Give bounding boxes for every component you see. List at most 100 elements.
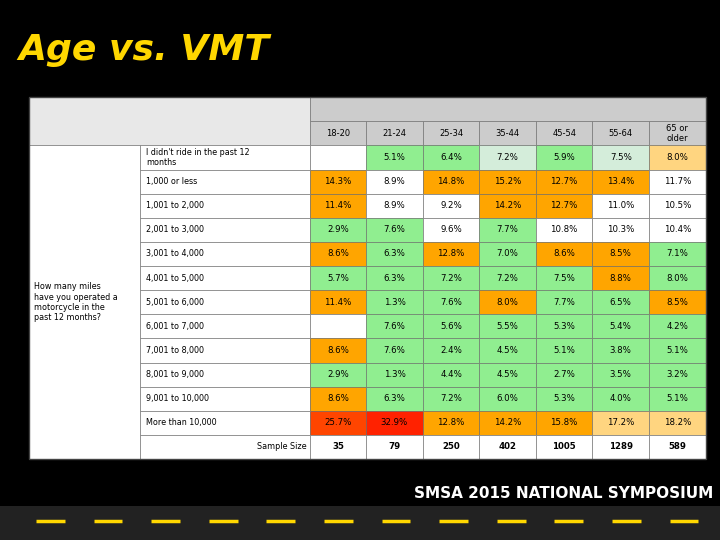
Text: 6.3%: 6.3% xyxy=(384,394,405,403)
Text: How many miles
have you operated a
motorcycle in the
past 12 months?: How many miles have you operated a motor… xyxy=(35,282,118,322)
Bar xyxy=(310,411,366,435)
Bar xyxy=(310,242,366,266)
Text: 250: 250 xyxy=(442,442,460,451)
Text: 11.4%: 11.4% xyxy=(324,298,351,307)
Bar xyxy=(310,387,366,411)
Text: 14.2%: 14.2% xyxy=(494,418,521,427)
Text: 8.0%: 8.0% xyxy=(667,153,688,162)
Bar xyxy=(423,387,480,411)
Bar xyxy=(480,339,536,362)
Text: 17.2%: 17.2% xyxy=(607,418,634,427)
Text: 7.0%: 7.0% xyxy=(497,249,518,259)
Bar xyxy=(536,362,593,387)
Bar xyxy=(480,194,536,218)
Bar xyxy=(140,194,310,218)
Bar xyxy=(310,122,366,145)
Bar xyxy=(310,194,366,218)
Text: 4,001 to 5,000: 4,001 to 5,000 xyxy=(146,274,204,282)
Text: 4.4%: 4.4% xyxy=(440,370,462,379)
Text: 5.6%: 5.6% xyxy=(440,322,462,331)
Text: 12.7%: 12.7% xyxy=(551,201,578,210)
Text: 11.0%: 11.0% xyxy=(607,201,634,210)
Bar xyxy=(536,435,593,459)
Bar xyxy=(536,266,593,290)
Text: 9.2%: 9.2% xyxy=(440,201,462,210)
Bar xyxy=(310,290,366,314)
Bar xyxy=(140,411,310,435)
Text: 3,001 to 4,000: 3,001 to 4,000 xyxy=(146,249,204,259)
Text: 2,001 to 3,000: 2,001 to 3,000 xyxy=(146,225,204,234)
Bar xyxy=(366,145,423,170)
Text: 1.3%: 1.3% xyxy=(384,370,405,379)
Text: 18-20: 18-20 xyxy=(326,129,350,138)
Bar xyxy=(140,266,310,290)
Bar xyxy=(480,290,536,314)
Text: 25.7%: 25.7% xyxy=(324,418,351,427)
Bar xyxy=(140,435,310,459)
Text: 5.1%: 5.1% xyxy=(553,346,575,355)
Bar xyxy=(480,411,536,435)
Bar xyxy=(366,387,423,411)
Text: 6.3%: 6.3% xyxy=(384,249,405,259)
Text: 7.6%: 7.6% xyxy=(384,346,405,355)
Bar xyxy=(140,170,310,194)
Bar xyxy=(366,242,423,266)
Text: 8.6%: 8.6% xyxy=(327,249,349,259)
Bar xyxy=(480,218,536,242)
Text: 5.9%: 5.9% xyxy=(554,153,575,162)
Text: Sample Size: Sample Size xyxy=(256,442,306,451)
Bar xyxy=(593,387,649,411)
Text: 13.4%: 13.4% xyxy=(607,177,634,186)
Bar xyxy=(423,194,480,218)
Bar xyxy=(536,122,593,145)
Bar xyxy=(649,218,706,242)
Text: 21-24: 21-24 xyxy=(382,129,407,138)
Text: 79: 79 xyxy=(389,442,400,451)
Text: 10.3%: 10.3% xyxy=(607,225,634,234)
Text: 8.5%: 8.5% xyxy=(610,249,631,259)
Text: 7.7%: 7.7% xyxy=(497,225,518,234)
Text: 7.2%: 7.2% xyxy=(497,274,518,282)
Text: 3.2%: 3.2% xyxy=(667,370,688,379)
Bar xyxy=(536,170,593,194)
Text: 6.0%: 6.0% xyxy=(497,394,518,403)
Text: 10.8%: 10.8% xyxy=(551,225,578,234)
Bar xyxy=(423,122,480,145)
Bar xyxy=(536,242,593,266)
Bar xyxy=(310,97,706,122)
Text: 1,001 to 2,000: 1,001 to 2,000 xyxy=(146,201,204,210)
Text: 11.4%: 11.4% xyxy=(324,201,351,210)
Text: SMSA 2015 NATIONAL SYMPOSIUM: SMSA 2015 NATIONAL SYMPOSIUM xyxy=(413,485,713,501)
Bar xyxy=(480,170,536,194)
Bar xyxy=(649,362,706,387)
Bar xyxy=(480,362,536,387)
Text: 4.5%: 4.5% xyxy=(497,346,518,355)
Bar xyxy=(366,266,423,290)
Text: 1.3%: 1.3% xyxy=(384,298,405,307)
Bar xyxy=(536,339,593,362)
Bar xyxy=(480,314,536,339)
Text: 7.6%: 7.6% xyxy=(384,225,405,234)
Text: 2.9%: 2.9% xyxy=(327,225,348,234)
Bar xyxy=(310,218,366,242)
Text: 6.3%: 6.3% xyxy=(384,274,405,282)
Text: 5.1%: 5.1% xyxy=(384,153,405,162)
Text: 1289: 1289 xyxy=(608,442,633,451)
Bar xyxy=(423,170,480,194)
Text: 7.5%: 7.5% xyxy=(610,153,631,162)
Text: 45-54: 45-54 xyxy=(552,129,576,138)
Text: 7.5%: 7.5% xyxy=(553,274,575,282)
Text: Age vs. VMT: Age vs. VMT xyxy=(18,33,269,68)
Text: 3.8%: 3.8% xyxy=(610,346,631,355)
Bar xyxy=(366,290,423,314)
Bar xyxy=(140,242,310,266)
Bar xyxy=(310,145,366,170)
Bar xyxy=(649,266,706,290)
Text: 7.2%: 7.2% xyxy=(497,153,518,162)
Text: 14.2%: 14.2% xyxy=(494,201,521,210)
Text: More than 10,000: More than 10,000 xyxy=(146,418,217,427)
Text: I didn't ride in the past 12
months: I didn't ride in the past 12 months xyxy=(146,148,250,167)
Text: 8,001 to 9,000: 8,001 to 9,000 xyxy=(146,370,204,379)
Bar xyxy=(649,170,706,194)
Bar xyxy=(366,194,423,218)
